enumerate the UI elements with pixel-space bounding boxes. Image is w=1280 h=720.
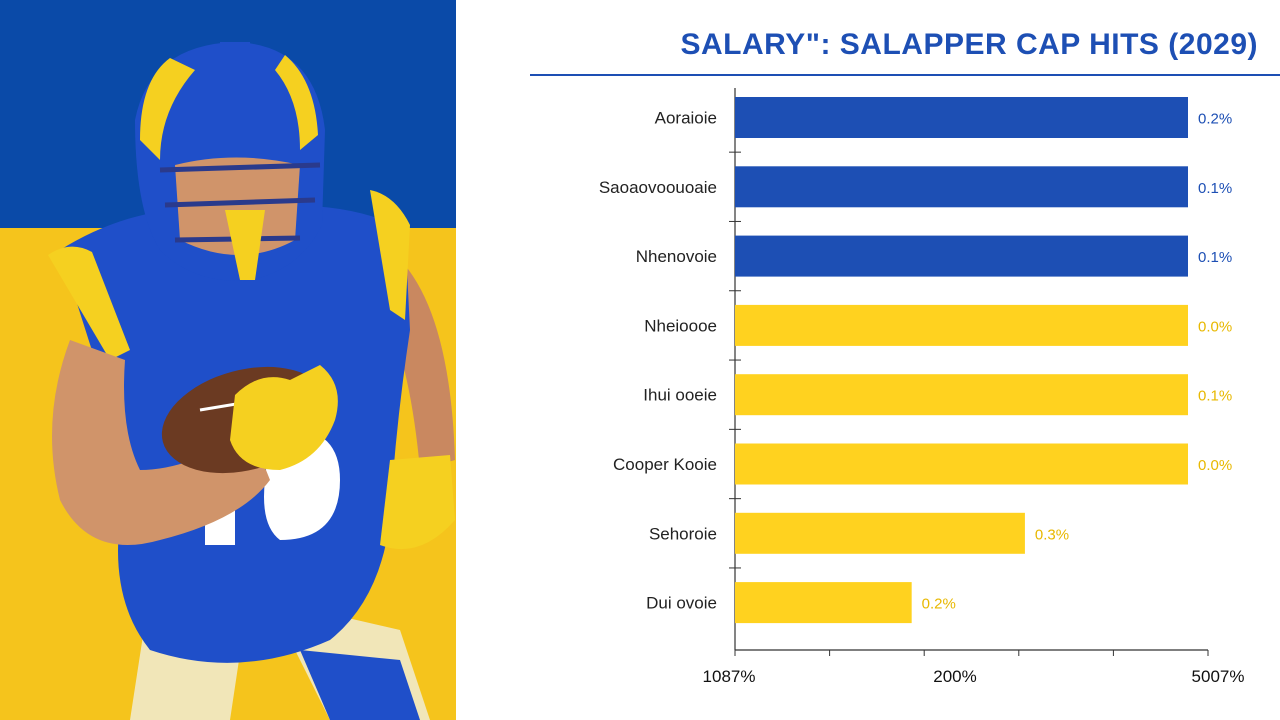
category-label-3: Nhenovoie	[636, 247, 717, 266]
value-label-3: 0.1%	[1198, 249, 1232, 266]
value-label-5: 0.1%	[1198, 388, 1232, 405]
bar-6	[735, 443, 1188, 485]
category-label-4: Nheioooe	[644, 316, 717, 335]
bar-7	[735, 512, 1025, 554]
player-photo	[0, 0, 456, 720]
value-label-2: 0.1%	[1198, 180, 1232, 197]
category-label-5: Ihui ooeie	[643, 386, 717, 405]
bar-8	[735, 582, 912, 624]
football-player-illustration	[0, 0, 456, 720]
chart-title: SALARY": SALAPPER CAP HITS (2029)	[680, 28, 1258, 61]
bar-3	[735, 235, 1188, 277]
category-label-6: Cooper Kooie	[613, 455, 717, 474]
category-label-2: Saoaovoouoaie	[599, 178, 717, 197]
category-label-1: Aoraioie	[655, 109, 717, 128]
x-tick-label-1: 1087%	[703, 667, 756, 686]
bar-1	[735, 97, 1188, 138]
value-label-1: 0.2%	[1198, 111, 1232, 128]
bar-chart: Aoraioie 0.2% Saoaovoouoaie 0.1% Nhenovoie 0.…	[599, 88, 1245, 686]
bar-2	[735, 166, 1188, 208]
value-label-7: 0.3%	[1035, 526, 1069, 543]
x-tick-label-2: 200%	[933, 667, 976, 686]
category-label-7: Sehoroie	[649, 524, 717, 543]
value-label-8: 0.2%	[922, 596, 956, 613]
title-underline	[530, 74, 1280, 76]
category-label-8: Dui ovoie	[646, 594, 717, 613]
value-label-6: 0.0%	[1198, 457, 1232, 474]
value-label-4: 0.0%	[1198, 318, 1232, 335]
bar-5	[735, 374, 1188, 416]
bar-4	[735, 304, 1188, 346]
x-tick-label-3: 5007%	[1192, 667, 1245, 686]
chart-panel: SALARY": SALAPPER CAP HITS (2029) Aoraio…	[456, 0, 1280, 720]
